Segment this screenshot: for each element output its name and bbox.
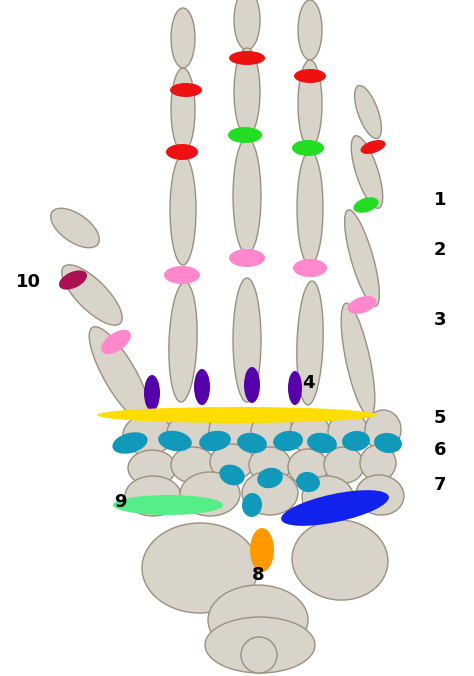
- Ellipse shape: [234, 0, 260, 50]
- Ellipse shape: [341, 304, 375, 417]
- Ellipse shape: [347, 296, 376, 314]
- Ellipse shape: [233, 278, 261, 402]
- Ellipse shape: [361, 140, 385, 154]
- Ellipse shape: [113, 495, 223, 515]
- Ellipse shape: [324, 447, 364, 483]
- Ellipse shape: [273, 431, 303, 451]
- Ellipse shape: [171, 8, 195, 68]
- Ellipse shape: [208, 585, 308, 655]
- Ellipse shape: [51, 208, 99, 247]
- Ellipse shape: [257, 468, 283, 488]
- Ellipse shape: [171, 68, 195, 152]
- Ellipse shape: [307, 433, 337, 453]
- Ellipse shape: [251, 412, 293, 452]
- Ellipse shape: [125, 476, 181, 516]
- Ellipse shape: [171, 447, 215, 483]
- Ellipse shape: [219, 464, 245, 485]
- Ellipse shape: [294, 69, 326, 83]
- Ellipse shape: [158, 431, 192, 452]
- Ellipse shape: [241, 637, 277, 673]
- Ellipse shape: [142, 523, 258, 613]
- Ellipse shape: [355, 85, 382, 139]
- Ellipse shape: [296, 472, 320, 492]
- Ellipse shape: [345, 210, 379, 306]
- Ellipse shape: [123, 415, 173, 455]
- Ellipse shape: [342, 431, 370, 451]
- Ellipse shape: [298, 60, 322, 148]
- Ellipse shape: [62, 265, 122, 325]
- Ellipse shape: [281, 490, 389, 526]
- Text: 2: 2: [434, 241, 446, 259]
- Ellipse shape: [360, 445, 396, 481]
- Ellipse shape: [292, 520, 388, 600]
- Text: 6: 6: [434, 441, 446, 459]
- Ellipse shape: [228, 127, 262, 143]
- Ellipse shape: [89, 327, 151, 423]
- Ellipse shape: [229, 249, 265, 267]
- Ellipse shape: [297, 151, 323, 265]
- Ellipse shape: [59, 270, 87, 289]
- Ellipse shape: [229, 51, 265, 65]
- Ellipse shape: [328, 412, 368, 452]
- Ellipse shape: [237, 433, 267, 453]
- Ellipse shape: [288, 449, 328, 485]
- Ellipse shape: [288, 371, 302, 405]
- Ellipse shape: [167, 413, 213, 453]
- Text: 4: 4: [302, 374, 314, 392]
- Ellipse shape: [242, 493, 262, 517]
- Ellipse shape: [205, 617, 315, 673]
- Ellipse shape: [290, 413, 330, 453]
- Ellipse shape: [354, 197, 379, 213]
- Ellipse shape: [297, 281, 323, 405]
- Ellipse shape: [209, 410, 255, 450]
- Ellipse shape: [112, 432, 147, 454]
- Ellipse shape: [199, 431, 231, 452]
- Ellipse shape: [302, 476, 354, 520]
- Ellipse shape: [169, 282, 197, 402]
- Ellipse shape: [128, 450, 176, 486]
- Ellipse shape: [298, 0, 322, 60]
- Ellipse shape: [170, 83, 202, 97]
- Ellipse shape: [249, 447, 291, 483]
- Ellipse shape: [101, 330, 131, 354]
- Ellipse shape: [166, 144, 198, 160]
- Ellipse shape: [374, 433, 402, 453]
- Text: 5: 5: [434, 409, 446, 427]
- Ellipse shape: [164, 266, 200, 284]
- Ellipse shape: [356, 475, 404, 515]
- Ellipse shape: [144, 375, 160, 411]
- Text: 1: 1: [434, 191, 446, 209]
- Ellipse shape: [194, 369, 210, 405]
- Ellipse shape: [97, 407, 377, 423]
- Ellipse shape: [210, 444, 254, 480]
- Ellipse shape: [293, 259, 327, 277]
- Ellipse shape: [351, 136, 383, 208]
- Ellipse shape: [170, 155, 196, 265]
- Text: 8: 8: [252, 566, 264, 584]
- Text: 3: 3: [434, 311, 446, 329]
- Ellipse shape: [365, 410, 401, 450]
- Text: 9: 9: [114, 493, 126, 511]
- Ellipse shape: [292, 140, 324, 156]
- Text: 7: 7: [434, 476, 446, 494]
- Ellipse shape: [180, 472, 240, 516]
- Ellipse shape: [244, 367, 260, 403]
- Ellipse shape: [242, 471, 298, 515]
- Text: 10: 10: [16, 273, 40, 291]
- Ellipse shape: [233, 138, 261, 254]
- Ellipse shape: [250, 528, 274, 572]
- Ellipse shape: [234, 48, 260, 136]
